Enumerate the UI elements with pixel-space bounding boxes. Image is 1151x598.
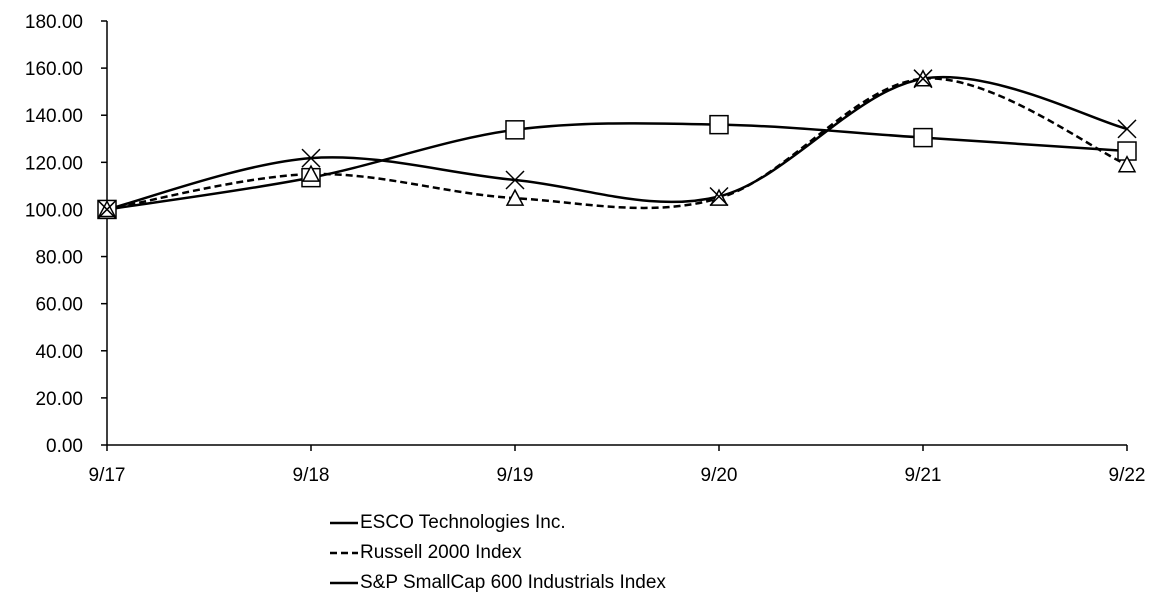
legend-swatch-sp600 <box>330 581 358 585</box>
legend-item-russell: Russell 2000 Index <box>330 538 666 568</box>
legend-label-esco: ESCO Technologies Inc. <box>360 512 566 533</box>
y-tick-label: 40.00 <box>35 342 83 363</box>
x-tick-label: 9/21 <box>905 465 942 486</box>
data-point-sp600 <box>1117 119 1137 139</box>
axes: 0.00 20.00 40.00 60.00 80.00 100.00 120.00 140.… <box>25 12 1146 486</box>
data-point-sp600 <box>913 69 933 89</box>
x-tick-label: 9/20 <box>701 465 738 486</box>
series-lines <box>106 76 1128 211</box>
data-point-sp600 <box>709 186 729 207</box>
y-tick-label: 60.00 <box>35 295 83 316</box>
legend-swatch-esco <box>330 521 358 525</box>
data-point-esco <box>913 127 933 148</box>
y-tick-label: 20.00 <box>35 389 83 410</box>
legend-swatch-russell <box>330 551 358 555</box>
series-line-russell <box>106 77 1128 211</box>
y-tick-label: 100.00 <box>25 200 83 221</box>
data-point-esco <box>505 120 525 140</box>
series-line-sp600 <box>106 76 1128 211</box>
legend-item-sp600: S&P SmallCap 600 Industrials Index <box>330 568 666 598</box>
y-tick-label: 140.00 <box>25 106 83 127</box>
legend-item-esco: ESCO Technologies Inc. <box>330 508 666 538</box>
x-tick-label: 9/18 <box>293 465 330 486</box>
data-point-esco <box>709 114 729 135</box>
data-point-sp600 <box>505 170 525 190</box>
data-point-russell <box>505 188 525 206</box>
x-tick-label: 9/17 <box>89 465 126 486</box>
data-point-russell <box>1117 155 1137 173</box>
x-tick-label: 9/19 <box>497 465 534 486</box>
data-point-sp600 <box>97 199 117 219</box>
series-line-esco <box>106 122 1128 211</box>
x-tick-label: 9/22 <box>1109 465 1146 486</box>
legend-label-sp600: S&P SmallCap 600 Industrials Index <box>360 572 666 593</box>
y-tick-label: 160.00 <box>25 59 83 80</box>
y-tick-label: 180.00 <box>25 12 83 33</box>
legend-label-russell: Russell 2000 Index <box>360 542 522 563</box>
y-tick-label: 80.00 <box>35 248 83 269</box>
data-point-russell <box>301 164 321 182</box>
series-markers <box>97 69 1137 220</box>
y-tick-label: 0.00 <box>46 436 83 457</box>
legend: ESCO Technologies Inc. Russell 2000 Inde… <box>330 508 666 598</box>
y-tick-label: 120.00 <box>25 153 83 174</box>
data-point-sp600 <box>301 148 321 168</box>
